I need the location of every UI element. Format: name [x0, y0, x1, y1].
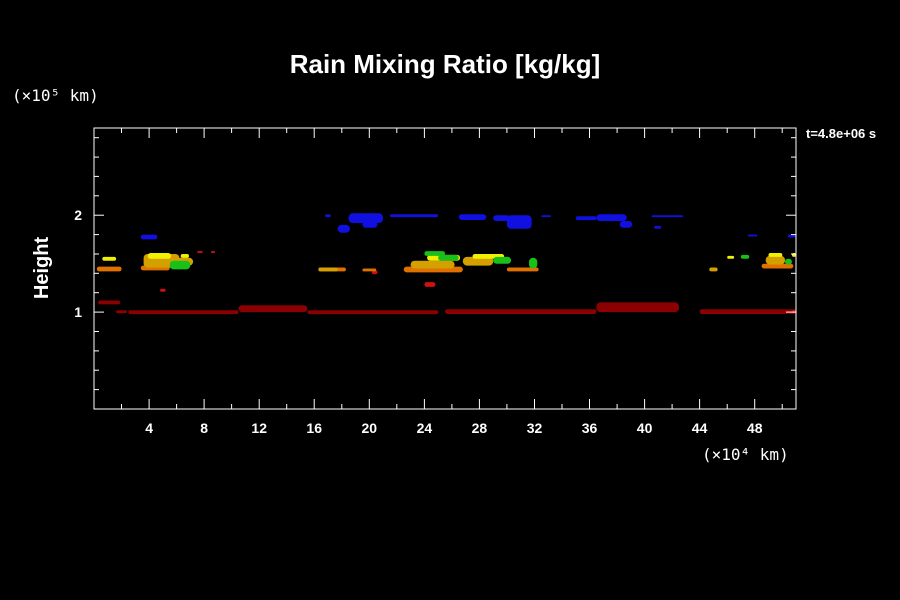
x-tick-label: 8: [200, 420, 208, 436]
region-dark-red: [596, 302, 679, 313]
region-dark-red: [445, 309, 597, 314]
region-blue: [493, 215, 510, 221]
region-green: [493, 256, 512, 264]
region-blue: [140, 234, 158, 240]
region-blue: [325, 214, 331, 218]
region-green: [424, 251, 445, 256]
region-yellow: [147, 253, 172, 259]
y-tick-labels: 12: [74, 207, 82, 320]
x-tick-label: 16: [306, 420, 322, 436]
region-dark-red: [116, 310, 127, 314]
x-tick-label: 40: [637, 420, 653, 436]
region-blue: [541, 215, 551, 218]
region-dark-red: [699, 309, 796, 314]
region-blue: [651, 215, 684, 218]
region-orange: [96, 266, 122, 272]
x-tick-label: 20: [362, 420, 378, 436]
region-blue: [575, 216, 597, 221]
y-tick-label: 2: [74, 207, 82, 223]
x-tick-label: 32: [527, 420, 543, 436]
region-green: [438, 254, 459, 261]
region-gold: [318, 267, 338, 272]
axis-ticks: [94, 128, 796, 409]
region-orange: [362, 268, 377, 272]
region-blue: [348, 213, 383, 223]
x-axis-unit: (×10⁴ km): [702, 445, 789, 464]
x-tick-label: 24: [417, 420, 433, 436]
region-blue: [596, 214, 627, 221]
region-orange: [506, 267, 539, 272]
chart-title: Rain Mixing Ratio [kg/kg]: [290, 49, 601, 79]
region-green: [169, 260, 191, 270]
y-tick-label: 1: [74, 304, 82, 320]
region-red: [160, 288, 166, 292]
region-gold: [709, 267, 718, 272]
region-blue: [337, 224, 350, 233]
x-tick-label: 44: [692, 420, 708, 436]
region-yellow: [727, 255, 735, 259]
region-red: [424, 282, 436, 287]
y-axis-label: Height: [31, 237, 53, 300]
region-blue: [506, 215, 532, 229]
region-blue: [654, 225, 662, 229]
region-gold: [765, 255, 785, 265]
region-blue: [619, 221, 633, 228]
region-dark-red: [128, 310, 239, 315]
region-dark-red: [98, 300, 121, 305]
region-blue: [747, 234, 758, 237]
x-tick-label: 48: [747, 420, 763, 436]
region-yellow: [768, 253, 783, 257]
region-gold: [462, 256, 494, 266]
region-gold: [410, 260, 455, 269]
x-tick-label: 36: [582, 420, 598, 436]
x-tick-label: 28: [472, 420, 488, 436]
region-dark-red: [238, 305, 308, 313]
x-tick-label: 4: [145, 420, 153, 436]
region-blue: [389, 214, 439, 218]
region-red: [211, 251, 216, 253]
region-blue: [787, 234, 796, 238]
plot-frame: [93, 127, 797, 410]
data-regions: [96, 213, 796, 315]
x-tick-label: 12: [251, 420, 267, 436]
region-dark-red: [307, 310, 439, 315]
region-red: [197, 251, 203, 253]
region-blue: [362, 221, 378, 228]
x-tick-labels: 4 8 12 16 20 24 28 32 36 40 44 48: [145, 420, 762, 436]
region-blue: [458, 214, 487, 220]
region-yellow: [180, 254, 189, 258]
region-green: [740, 254, 750, 259]
region-green: [529, 257, 538, 269]
time-annotation: t=4.8e+06 s: [806, 126, 876, 141]
region-orange: [761, 263, 794, 269]
region-green: [785, 258, 792, 265]
y-axis-unit: (×10⁵ km): [12, 86, 99, 105]
region-yellow: [102, 256, 117, 261]
